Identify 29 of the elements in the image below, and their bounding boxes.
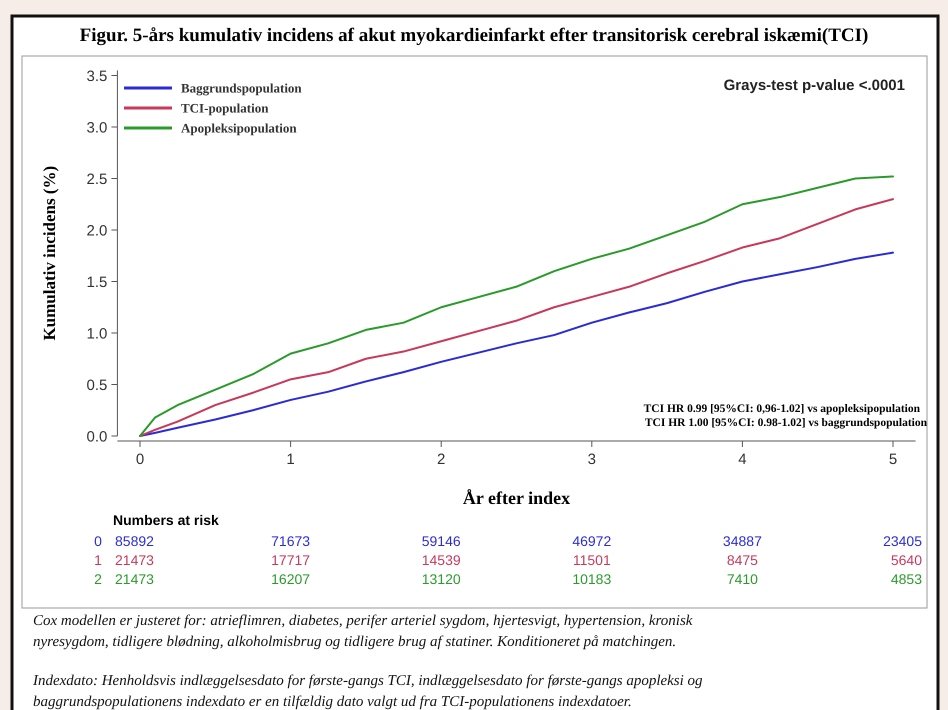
x-tick-label: 5: [888, 451, 898, 468]
x-tick-label: 2: [437, 451, 446, 468]
x-tick-label: 1: [286, 451, 295, 468]
x-tick-label: 3: [588, 451, 596, 468]
text: Indexdato: Henholdsvis indlæggelsesdato for første-gangs TCI, indlæggelsesdato for første-gangs apopleksi og baggrundspopulationens indexdato er en tilfældig dato valgt ud fra TCI-populationens indexdatoer.: [32, 673, 704, 710]
y-tick-label: 2.0: [86, 222, 108, 240]
y-tick-label: 3.0: [86, 119, 108, 136]
annotation: Grays-test p-value <.0001: [724, 77, 905, 94]
text: 2 21473 16207 13120 10183 7410 4853: [94, 571, 922, 587]
y-tick-label: 2.5: [86, 170, 108, 188]
y-tick-label: 1.5: [86, 274, 108, 291]
y-tick-label: 0.0: [86, 428, 108, 446]
text: Cox modellen er justeret for: atrieflimren, diabetes, perifer arteriel sygdom, hjertesvigt, hypertension, kronisk nyresygdom, tidligere blødning, alkoholmisbrug og tidligere brug af statiner. Konditioneret på matchingen.: [33, 613, 693, 650]
y-tick-label: 0.5: [86, 376, 108, 394]
text: 1 21473 17717 14539 11501 8475 5640: [94, 552, 922, 568]
x-tick-label: 0: [136, 451, 144, 468]
annotation: TCI HR 0.99 [95%CI: 0,96-1.02] vs apopleksipopulation: [644, 403, 921, 415]
annotation: TCI HR 1.00 [95%CI: 0.98-1.02] vs baggrundspopulation: [644, 417, 928, 429]
text: 0 85892 71673 59146 46972 34887 23405: [94, 533, 922, 549]
legend-label: TCI-population: [181, 100, 270, 116]
chart-title: Figur. 5-års kumulativ incidens af akut myokardieinfarkt efter transitorisk cerebral iskæmi(TCI): [80, 25, 868, 46]
x-tick-label: 4: [738, 451, 747, 468]
text: Numbers at risk: [113, 512, 220, 528]
x-axis-title: År efter index: [462, 488, 570, 508]
y-tick-label: 1.0: [86, 325, 108, 342]
legend-label: Apopleksipopulation: [181, 120, 298, 136]
legend-label: Baggrundspopulation: [181, 80, 302, 96]
y-tick-label: 3.5: [86, 68, 108, 85]
y-axis-title: Kumulativ incidens (%): [40, 166, 59, 341]
